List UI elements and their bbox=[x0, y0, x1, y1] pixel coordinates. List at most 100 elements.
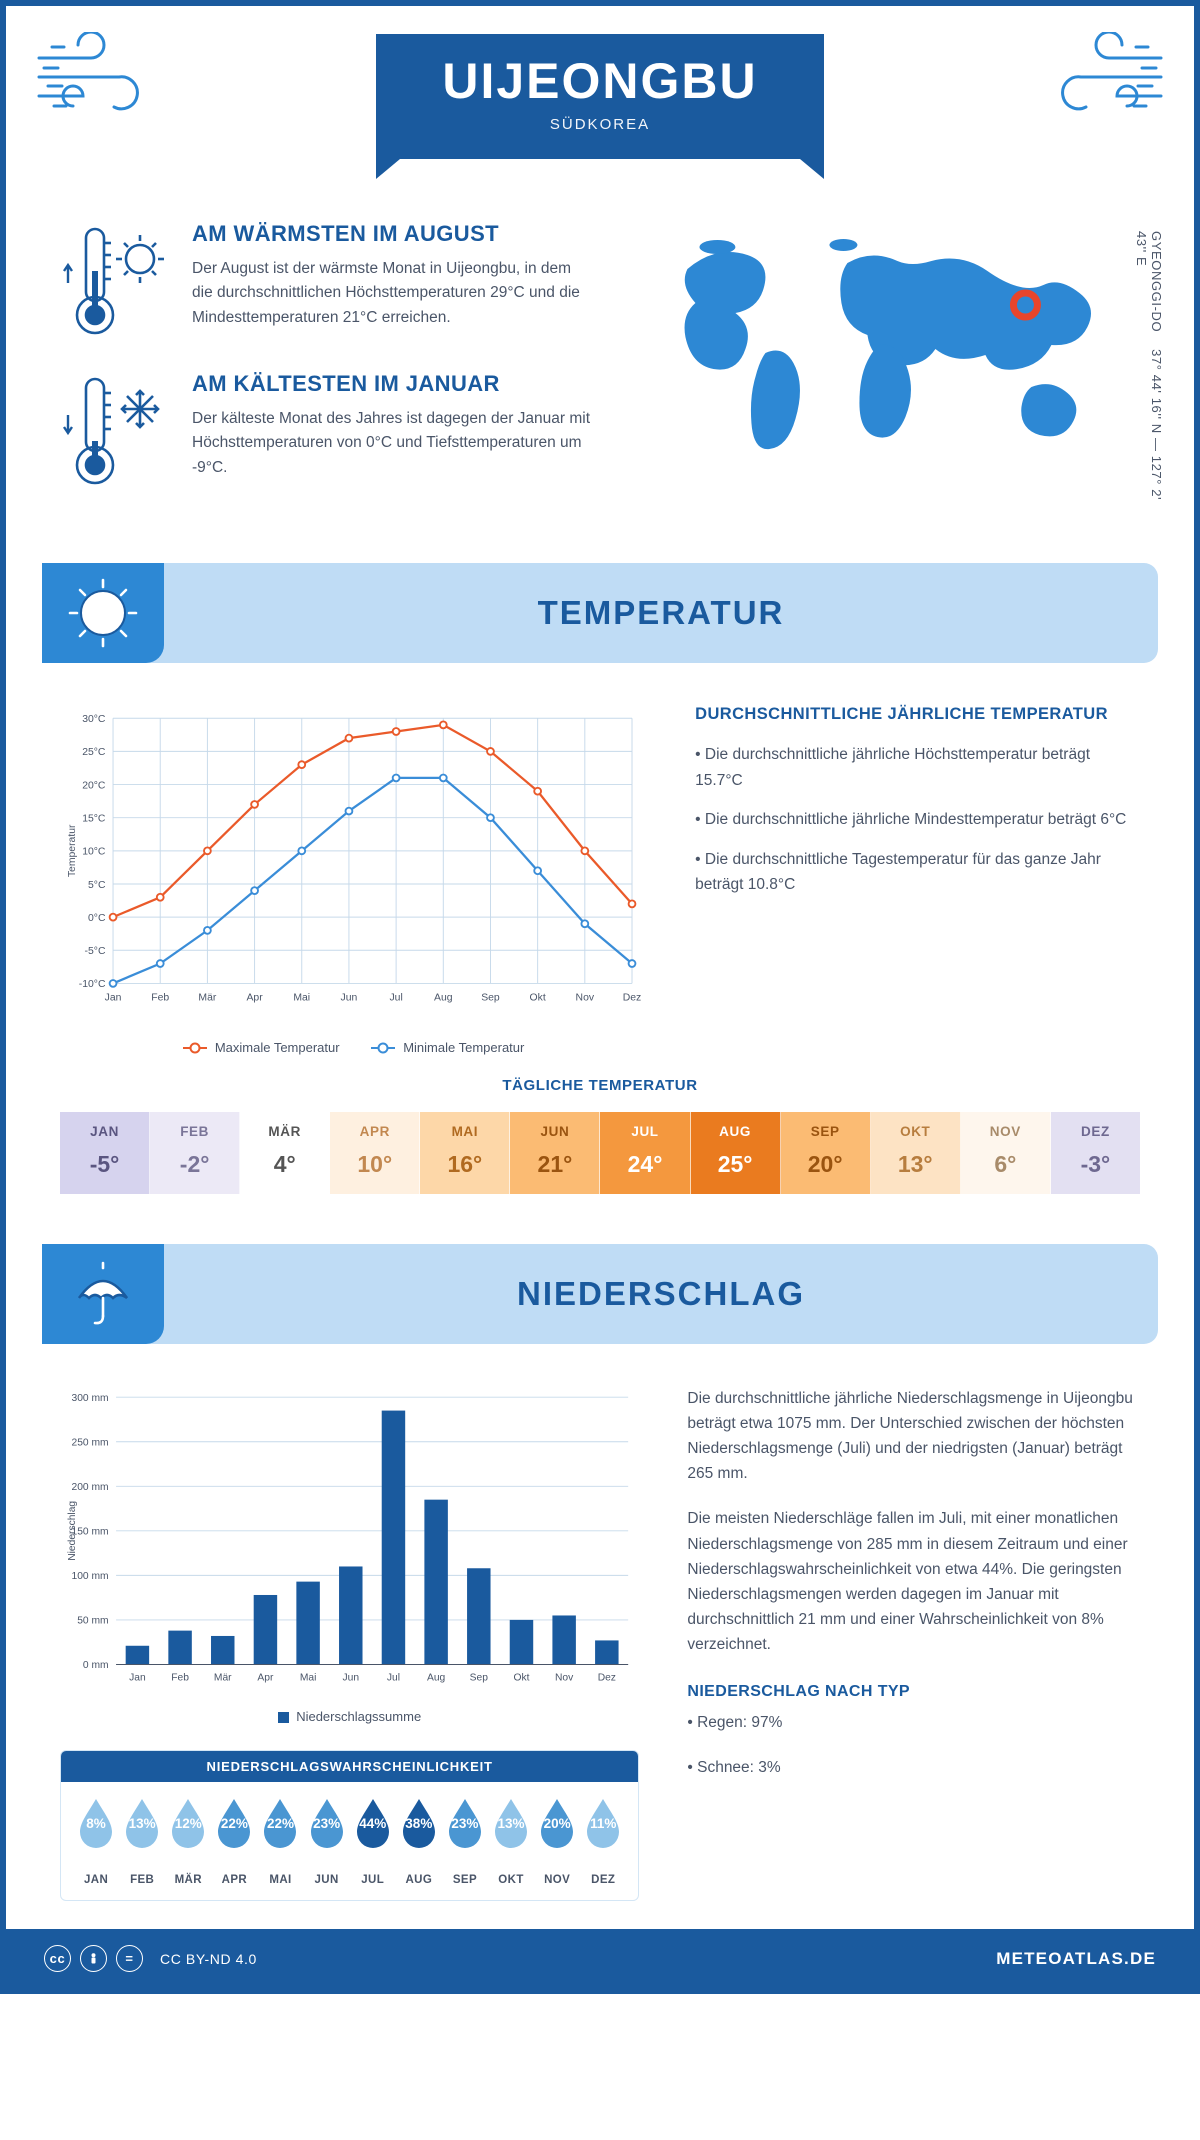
temperature-legend: #leg-max::before{background:#fff;border:… bbox=[60, 1037, 647, 1056]
probability-drop: 22% APR bbox=[211, 1796, 257, 1886]
daily-temp-cell: MAI16° bbox=[420, 1112, 510, 1194]
month-abbr: MÄR bbox=[240, 1124, 329, 1139]
precipitation-title: NIEDERSCHLAG bbox=[164, 1275, 1158, 1313]
drop-month: JUL bbox=[350, 1874, 396, 1886]
svg-text:0°C: 0°C bbox=[88, 913, 106, 924]
svg-text:Jun: Jun bbox=[341, 992, 358, 1003]
coordinates: GYEONGGI-DO 37° 44' 16'' N — 127° 2' 43'… bbox=[1134, 231, 1164, 521]
svg-text:50 mm: 50 mm bbox=[77, 1616, 108, 1627]
month-value: 21° bbox=[510, 1151, 599, 1178]
drop-month: FEB bbox=[119, 1874, 165, 1886]
probability-drop: 22% MAI bbox=[257, 1796, 303, 1886]
svg-text:250 mm: 250 mm bbox=[72, 1438, 109, 1449]
precipitation-right: Die durchschnittliche jährliche Niedersc… bbox=[687, 1386, 1140, 1901]
svg-text:Sep: Sep bbox=[481, 992, 500, 1003]
license-text: CC BY-ND 4.0 bbox=[160, 1951, 257, 1967]
daily-temp-cell: APR10° bbox=[330, 1112, 420, 1194]
precip-legend: Niederschlagssumme bbox=[60, 1709, 639, 1724]
svg-text:Jan: Jan bbox=[105, 992, 122, 1003]
license-block: cc = CC BY-ND 4.0 bbox=[44, 1945, 257, 1972]
temperature-section-header: TEMPERATUR bbox=[42, 563, 1158, 663]
probability-title: NIEDERSCHLAGSWAHRSCHEINLICHKEIT bbox=[61, 1751, 638, 1782]
svg-text:20°C: 20°C bbox=[82, 780, 106, 791]
month-value: -5° bbox=[60, 1151, 149, 1178]
drop-month: AUG bbox=[396, 1874, 442, 1886]
probability-drop: 20% NOV bbox=[534, 1796, 580, 1886]
page: UIJEONGBU SÜDKOREA bbox=[0, 0, 1200, 1994]
map-area: GYEONGGI-DO 37° 44' 16'' N — 127° 2' 43'… bbox=[635, 221, 1140, 521]
warmest-body: Der August ist der wärmste Monat in Uije… bbox=[192, 257, 595, 330]
sun-icon bbox=[42, 563, 164, 663]
svg-text:Aug: Aug bbox=[427, 1672, 446, 1683]
temp-info-bullet: • Die durchschnittliche Tagestemperatur … bbox=[695, 847, 1140, 898]
svg-text:300 mm: 300 mm bbox=[72, 1393, 109, 1404]
daily-temp-cell: AUG 25° bbox=[691, 1112, 781, 1194]
probability-drop: 44% JUL bbox=[350, 1796, 396, 1886]
month-value: 16° bbox=[420, 1151, 509, 1178]
city-name: UIJEONGBU bbox=[442, 52, 757, 110]
svg-text:-10°C: -10°C bbox=[79, 979, 106, 990]
cc-icon: cc bbox=[44, 1945, 71, 1972]
svg-text:Okt: Okt bbox=[530, 992, 546, 1003]
month-abbr: FEB bbox=[150, 1124, 239, 1139]
svg-text:Dez: Dez bbox=[623, 992, 642, 1003]
precip-paragraph-1: Die durchschnittliche jährliche Niedersc… bbox=[687, 1386, 1140, 1486]
temperature-line-chart: -10°C-5°C0°C5°C10°C15°C20°C25°C30°CJanFe… bbox=[60, 705, 647, 1055]
daily-temp-title: TÄGLICHE TEMPERATUR bbox=[60, 1077, 1140, 1094]
probability-drop: 23% JUN bbox=[304, 1796, 350, 1886]
svg-text:Jul: Jul bbox=[387, 1672, 400, 1683]
svg-text:Okt: Okt bbox=[513, 1672, 529, 1683]
city-banner: UIJEONGBU SÜDKOREA bbox=[376, 34, 823, 159]
warmest-title: AM WÄRMSTEN IM AUGUST bbox=[192, 221, 595, 247]
nd-icon: = bbox=[116, 1945, 143, 1972]
svg-text:Jan: Jan bbox=[129, 1672, 146, 1683]
svg-text:Mai: Mai bbox=[293, 992, 310, 1003]
month-abbr: AUG bbox=[691, 1124, 780, 1139]
drop-percent: 13% bbox=[119, 1816, 165, 1831]
month-value: -3° bbox=[1051, 1151, 1140, 1178]
svg-text:Apr: Apr bbox=[246, 992, 263, 1003]
svg-text:Nov: Nov bbox=[576, 992, 595, 1003]
daily-temp-cell: NOV6° bbox=[961, 1112, 1051, 1194]
svg-text:Mär: Mär bbox=[198, 992, 216, 1003]
drops-row: 8% JAN 13% FEB 12% MÄR 22% APR 22% MAI bbox=[73, 1796, 626, 1886]
svg-text:Aug: Aug bbox=[434, 992, 453, 1003]
precip-type-bullet: • Regen: 97% bbox=[687, 1711, 1140, 1736]
coldest-text: AM KÄLTESTEN IM JANUAR Der kälteste Mona… bbox=[192, 371, 595, 491]
temperature-title: TEMPERATUR bbox=[164, 594, 1158, 632]
probability-drop: 12% MÄR bbox=[165, 1796, 211, 1886]
daily-temperature: TÄGLICHE TEMPERATUR JAN-5°FEB-2°MÄR4°APR… bbox=[6, 1077, 1194, 1244]
precip-paragraph-2: Die meisten Niederschläge fallen im Juli… bbox=[687, 1506, 1140, 1657]
month-abbr: APR bbox=[330, 1124, 419, 1139]
precipitation-section-header: NIEDERSCHLAG bbox=[42, 1244, 1158, 1344]
country-name: SÜDKOREA bbox=[442, 116, 757, 133]
month-value: 13° bbox=[871, 1151, 960, 1178]
temp-info-bullet: • Die durchschnittliche jährliche Höchst… bbox=[695, 742, 1140, 793]
drop-month: JUN bbox=[304, 1874, 350, 1886]
drop-percent: 11% bbox=[580, 1816, 626, 1831]
precipitation-bar-chart: 0 mm50 mm100 mm150 mm200 mm250 mm300 mmN… bbox=[60, 1386, 639, 1694]
drop-percent: 13% bbox=[488, 1816, 534, 1831]
daily-temp-cell: JUN21° bbox=[510, 1112, 600, 1194]
svg-text:Sep: Sep bbox=[470, 1672, 489, 1683]
drop-month: MÄR bbox=[165, 1874, 211, 1886]
wind-swirl-icon bbox=[34, 32, 164, 122]
drop-percent: 22% bbox=[257, 1816, 303, 1831]
daily-temp-cell: SEP20° bbox=[781, 1112, 871, 1194]
svg-text:5°C: 5°C bbox=[88, 880, 106, 891]
probability-drop: 11% DEZ bbox=[580, 1796, 626, 1886]
drop-percent: 23% bbox=[304, 1816, 350, 1831]
footer: cc = CC BY-ND 4.0 METEOATLAS.DE bbox=[6, 1929, 1194, 1988]
temperature-body: -10°C-5°C0°C5°C10°C15°C20°C25°C30°CJanFe… bbox=[6, 663, 1194, 1077]
drop-percent: 38% bbox=[396, 1816, 442, 1831]
svg-text:25°C: 25°C bbox=[82, 747, 106, 758]
svg-text:Mär: Mär bbox=[214, 1672, 232, 1683]
svg-text:Niederschlag: Niederschlag bbox=[67, 1501, 78, 1561]
thermometer-sun-icon bbox=[60, 221, 170, 341]
month-value: 25° bbox=[691, 1151, 780, 1178]
svg-text:Jun: Jun bbox=[342, 1672, 359, 1683]
drop-percent: 12% bbox=[165, 1816, 211, 1831]
daily-temp-cell: DEZ-3° bbox=[1051, 1112, 1140, 1194]
temp-info-bullet: • Die durchschnittliche jährliche Mindes… bbox=[695, 807, 1140, 833]
drop-month: SEP bbox=[442, 1874, 488, 1886]
